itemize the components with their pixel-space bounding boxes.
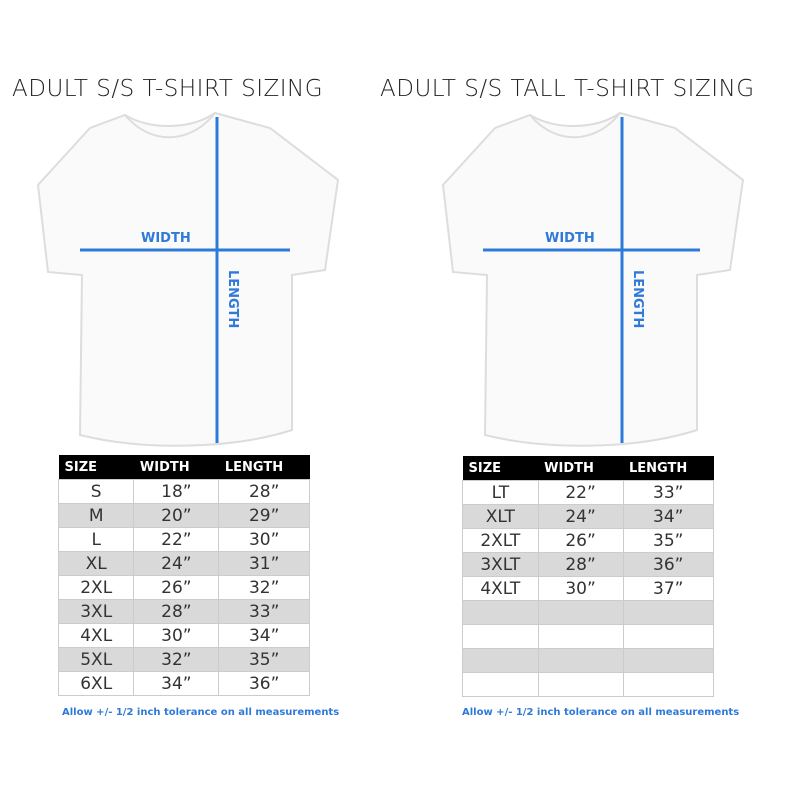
table-row: 2XLT 26” 35”	[462, 528, 715, 553]
table-cell: 33”	[622, 480, 715, 505]
table-row: LT 22” 33”	[462, 480, 715, 505]
table-cell: 5XL	[57, 647, 135, 672]
table-cell: 28”	[133, 599, 220, 624]
column-header: SIZE	[58, 455, 134, 480]
table-cell: 33”	[218, 599, 310, 624]
column-header: LENGTH	[218, 455, 310, 480]
table-cell	[537, 672, 624, 697]
table-cell: 36”	[622, 552, 715, 577]
table-cell: 4XLT	[462, 576, 539, 601]
table-cell: 4XL	[57, 623, 135, 648]
table-cell: 6XL	[57, 671, 135, 696]
table-row: 5XL 32” 35”	[57, 647, 310, 672]
table-cell: 18”	[133, 479, 220, 504]
table-cell: 28”	[537, 552, 624, 577]
table-cell	[462, 672, 539, 697]
table-cell: 26”	[537, 528, 624, 553]
table-cell: 36”	[218, 671, 310, 696]
table-cell: 34”	[622, 504, 715, 529]
width-label: WIDTH	[141, 231, 191, 246]
table-row: M 20” 29”	[57, 503, 310, 528]
table-cell: 31”	[218, 551, 310, 576]
right-title: ADULT S/S TALL T-SHIRT SIZING	[380, 76, 755, 102]
column-header: SIZE	[462, 456, 539, 481]
table-cell: 24”	[537, 504, 624, 529]
length-label: LENGTH	[630, 270, 645, 329]
table-cell: 29”	[218, 503, 310, 528]
table-row: S 18” 28”	[57, 479, 310, 504]
table-cell: 26”	[133, 575, 220, 600]
table-cell: L	[57, 527, 135, 552]
table-cell	[622, 600, 715, 625]
table-cell: XLT	[462, 504, 539, 529]
table-cell: M	[57, 503, 135, 528]
table-cell: 22”	[537, 480, 624, 505]
tolerance-note: Allow +/- 1/2 inch tolerance on all meas…	[62, 707, 340, 718]
table-row: 4XL 30” 34”	[57, 623, 310, 648]
column-header: LENGTH	[623, 456, 714, 481]
table-row	[462, 624, 715, 649]
table-cell	[462, 624, 539, 649]
tshirt-image	[36, 111, 340, 447]
table-cell: 30”	[133, 623, 220, 648]
table-row: XLT 24” 34”	[462, 504, 715, 529]
table-cell	[537, 600, 624, 625]
table-cell: 37”	[622, 576, 715, 601]
tall-size-table: SIZE WIDTH LENGTH LT 22” 33” XLT 24” 34” 2XLT 26” 3…	[462, 456, 715, 697]
table-row	[462, 672, 715, 697]
width-label: WIDTH	[545, 231, 595, 246]
table-cell: 30”	[537, 576, 624, 601]
table-row: L 22” 30”	[57, 527, 310, 552]
table-cell: 35”	[218, 647, 310, 672]
table-cell: 35”	[622, 528, 715, 553]
table-cell: 28”	[218, 479, 310, 504]
table-cell: 30”	[218, 527, 310, 552]
table-cell: 32”	[133, 647, 220, 672]
left-title: ADULT S/S T-SHIRT SIZING	[12, 76, 324, 102]
table-cell	[462, 600, 539, 625]
column-header: WIDTH	[133, 455, 219, 480]
table-cell: 2XLT	[462, 528, 539, 553]
table-row: 2XL 26” 32”	[57, 575, 310, 600]
size-table: SIZE WIDTH LENGTH S 18” 28” M 20” 29” L 22” 30” XL 24…	[57, 455, 310, 696]
table-cell: XL	[57, 551, 135, 576]
table-row	[462, 648, 715, 673]
table-cell: 3XLT	[462, 552, 539, 577]
table-cell	[537, 624, 624, 649]
table-row: XL 24” 31”	[57, 551, 310, 576]
table-cell: 34”	[133, 671, 220, 696]
table-row	[462, 600, 715, 625]
table-row: 3XL 28” 33”	[57, 599, 310, 624]
column-header: WIDTH	[538, 456, 624, 481]
table-cell	[537, 648, 624, 673]
table-cell: 32”	[218, 575, 310, 600]
table-cell: 3XL	[57, 599, 135, 624]
table-cell	[622, 672, 715, 697]
table-cell: LT	[462, 480, 539, 505]
table-cell: 24”	[133, 551, 220, 576]
table-cell: 20”	[133, 503, 220, 528]
table-row: 3XLT 28” 36”	[462, 552, 715, 577]
length-label: LENGTH	[225, 270, 240, 329]
tall-tshirt-image	[441, 111, 745, 447]
table-row: 4XLT 30” 37”	[462, 576, 715, 601]
table-cell: 34”	[218, 623, 310, 648]
table-row: 6XL 34” 36”	[57, 671, 310, 696]
table-cell: S	[57, 479, 135, 504]
table-cell	[462, 648, 539, 673]
table-cell	[622, 648, 715, 673]
tolerance-note: Allow +/- 1/2 inch tolerance on all meas…	[462, 707, 740, 718]
table-cell: 2XL	[57, 575, 135, 600]
table-cell: 22”	[133, 527, 220, 552]
table-cell	[622, 624, 715, 649]
